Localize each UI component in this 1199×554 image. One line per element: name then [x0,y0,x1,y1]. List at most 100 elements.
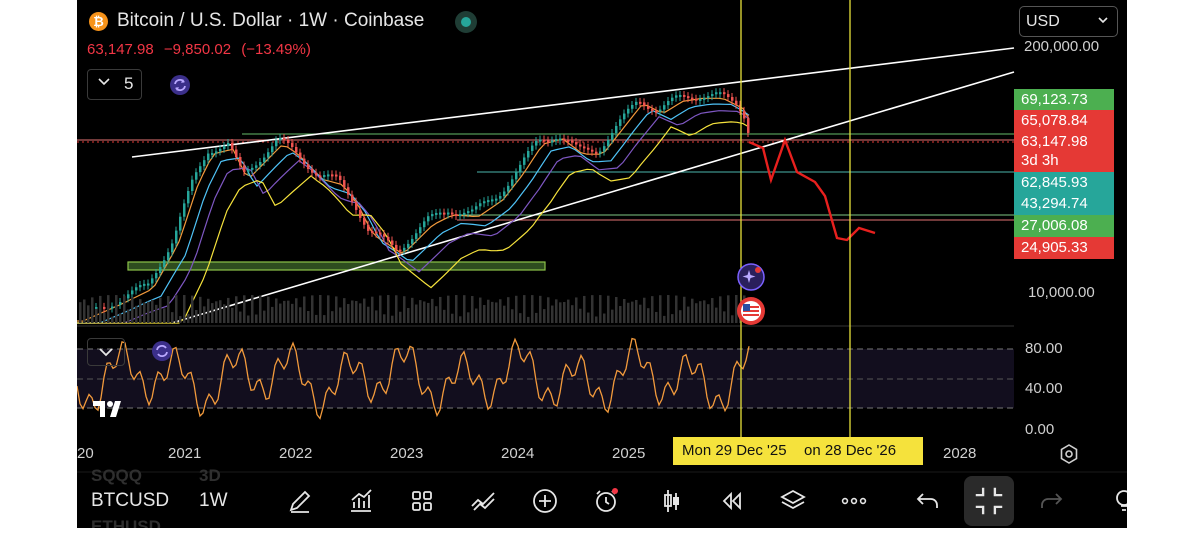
alert-marker-icon[interactable] [151,340,173,362]
market-status-icon[interactable] [455,11,477,33]
volume-bar [639,304,642,323]
volume-bar [415,304,418,323]
candle [703,97,706,100]
candle [119,302,122,305]
last-price: 63,147.98 [87,41,154,58]
candle [295,146,298,153]
ideas-bulb-icon[interactable] [1107,484,1127,518]
time-axis-label: 2023 [390,445,424,462]
candle [215,151,218,154]
currency-select[interactable]: USD [1019,6,1118,37]
indicators-icon[interactable] [344,484,378,518]
volume-bar [723,311,726,323]
volume-bar [535,312,538,323]
candle [679,94,682,97]
price-chart[interactable] [77,0,1127,528]
us-flag-event-icon[interactable] [736,296,766,326]
volume-bar [243,295,246,323]
volume-bar [643,297,646,323]
candle [155,273,158,279]
candle [207,153,210,161]
volume-bar [611,309,614,323]
volume-bar [355,301,358,323]
candle [327,174,330,177]
volume-bar [263,310,266,323]
volume-bar [127,309,130,323]
redo-icon[interactable] [1034,484,1068,518]
candle [543,139,546,142]
candle [275,140,278,147]
ma-mid-line [77,103,750,324]
candle [287,140,290,144]
candle [459,214,462,217]
candle [743,110,746,119]
candle [407,243,410,248]
volume-bar [475,308,478,323]
candle [735,100,738,105]
patterns-icon[interactable] [466,484,500,518]
candle [255,165,258,168]
more-icon[interactable] [837,484,871,518]
volume-bar [575,297,578,323]
candle [131,290,134,295]
candle [263,157,266,162]
ai-spark-icon[interactable] [736,262,766,292]
candles-icon[interactable] [655,484,689,518]
volume-bar [567,299,570,323]
candle [639,101,642,104]
lower-trendline [171,71,1015,324]
layouts-grid-icon[interactable] [405,484,439,518]
candle [635,101,638,105]
volume-bar [687,306,690,323]
undo-icon[interactable] [911,484,945,518]
volume-bar [647,308,650,323]
candle [343,180,346,188]
replay-icon[interactable] [715,484,749,518]
candle [535,141,538,146]
volume-bar [443,309,446,323]
volume-bar [383,314,386,323]
collapse-pane-button[interactable] [87,338,125,366]
volume-bar [375,310,378,323]
volume-bar [187,313,190,323]
volume-bar [387,295,390,323]
layers-icon[interactable] [776,484,810,518]
symbol-button[interactable]: BTCUSD [91,490,170,511]
interval-button[interactable]: 1W [199,490,228,511]
volume-bar [423,301,426,323]
settings-icon[interactable] [1059,444,1079,464]
chart-title[interactable]: Bitcoin / U.S. Dollar · 1W · Coinbase [117,10,425,31]
volume-bar [627,302,630,323]
indicators-toggle[interactable]: 5 [87,69,142,100]
fullscreen-exit-icon [975,487,1003,515]
ma-fast-line [77,97,750,322]
volume-bar [615,297,618,323]
candle [143,283,146,286]
bitcoin-icon: ₿ [89,12,108,31]
volume-bar [79,302,82,323]
price-axis-label-bottom: 10,000.00 [1028,284,1095,301]
volume-bar [399,311,402,323]
candle [607,139,610,147]
tradingview-logo-icon [93,398,129,420]
volume-bar [87,305,90,323]
candle [211,152,214,155]
candle [139,285,142,288]
sync-icon[interactable] [169,74,191,96]
drawing-tool-icon[interactable] [283,484,317,518]
candle [723,92,726,95]
candle [507,185,510,192]
currency-label: USD [1026,13,1060,30]
candle [455,214,458,217]
candle [619,119,622,126]
fullscreen-exit-button[interactable] [964,476,1014,526]
price-tag-last: 63,147.98 [1014,131,1114,153]
candle [647,106,650,109]
alarm-clock-icon[interactable] [589,484,623,518]
candle [199,166,202,173]
candle [183,203,186,217]
chart-screen: ₿ Bitcoin / U.S. Dollar · 1W · Coinbase … [77,0,1127,528]
add-icon[interactable] [528,484,562,518]
candle [707,96,710,99]
volume-bar [283,300,286,323]
